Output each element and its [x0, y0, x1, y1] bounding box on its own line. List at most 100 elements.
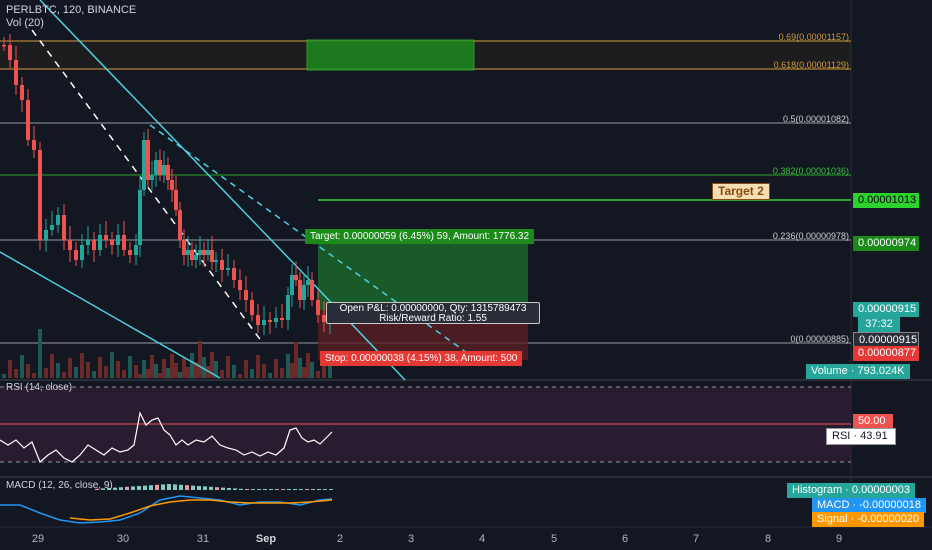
candle-body [232, 268, 236, 280]
candle-body [268, 320, 272, 322]
volume-bar [2, 374, 6, 378]
rsi-indicator-label[interactable]: RSI (14, close) [6, 382, 73, 393]
macd-indicator-label[interactable]: MACD (12, 26, close, 9) [6, 480, 113, 491]
macd-histogram-bar [161, 484, 165, 490]
candle-body [44, 230, 48, 240]
signal-line[interactable] [69, 499, 333, 521]
time-tick-9: 9 [835, 533, 843, 545]
macd-histogram-bar [155, 484, 159, 490]
fib-label-0618: 0.618(0.00001129) [773, 60, 849, 70]
candle-body [274, 318, 278, 322]
symbol-title[interactable]: PERLBTC, 120, BINANCE [6, 4, 137, 16]
bar-countdown: 37:32 [858, 317, 900, 332]
price-tag-target2: 0.00001013 [853, 193, 919, 208]
time-tick-6: 6 [621, 533, 629, 545]
candle-body [98, 235, 102, 250]
volume-bar [138, 374, 142, 378]
candle-body [226, 268, 230, 270]
macd-histogram-bar [209, 486, 213, 490]
stop-info-label[interactable]: Stop: 0.00000038 (4.15%) 38, Amount: 500 [320, 351, 523, 366]
trendline-dashed-white[interactable] [31, 29, 263, 343]
rsi-level-tag: 50.00 [853, 414, 893, 429]
volume-indicator-label[interactable]: Vol (20) [6, 17, 44, 29]
macd-value-tag: MACD · -0.00000018 [812, 498, 926, 513]
volume-bar [286, 354, 290, 378]
histogram-value: 0.00000003 [851, 484, 911, 496]
candle-body [206, 250, 210, 255]
candle-body [50, 225, 54, 230]
signal-value-tag: Signal · -0.00000020 [812, 512, 925, 527]
macd-histogram-bar [101, 488, 105, 490]
candle-body [138, 190, 142, 245]
volume-bar [220, 370, 224, 378]
macd-histogram-bar [203, 486, 207, 490]
volume-bar [122, 370, 126, 378]
volume-bar [322, 357, 326, 378]
macd-line[interactable] [0, 495, 333, 524]
target-info-label[interactable]: Target: 0.00000059 (6.45%) 59, Amount: 1… [305, 229, 535, 244]
candle-body [26, 100, 30, 140]
volume-bar [20, 355, 24, 378]
candle-body [194, 255, 198, 260]
volume-bar [170, 354, 174, 378]
macd-histogram-bar [137, 486, 141, 490]
volume-bar [50, 354, 54, 378]
candle-body [146, 140, 150, 180]
candle-body [128, 250, 132, 255]
volume-bar [174, 363, 178, 378]
candle-body [294, 275, 298, 280]
macd-histogram-bar [281, 489, 285, 490]
macd-histogram-bar [215, 487, 219, 490]
time-tick-29: 29 [31, 533, 45, 545]
fib-label-0382: 0.382(0.00001036) [772, 166, 849, 176]
candle-body [286, 295, 290, 320]
volume-bar [302, 367, 306, 378]
position-profit-zone[interactable] [318, 240, 528, 310]
trendline-upper[interactable] [39, 0, 303, 273]
candle-body [14, 60, 18, 85]
macd-histogram-bar [329, 489, 333, 490]
position-pnl-box[interactable]: Open P&L: 0.00000000, Qty: 1315789473 Ri… [326, 302, 540, 324]
macd-histogram-bar [317, 489, 321, 490]
candle-body [8, 45, 12, 60]
macd-value: -0.00000018 [859, 499, 921, 511]
candle-body [186, 250, 190, 255]
target-zone-rect[interactable] [306, 39, 475, 71]
volume-bar [134, 365, 138, 378]
trendline-lower[interactable] [0, 251, 221, 379]
candle-body [316, 300, 320, 315]
volume-bar [194, 362, 198, 378]
candle-body [62, 215, 66, 240]
candlesticks[interactable] [2, 34, 332, 335]
macd-label: MACD [817, 499, 850, 511]
volume-bar [116, 361, 120, 378]
candle-body [290, 275, 294, 295]
macd-histogram-bar [95, 488, 99, 490]
candle-body [158, 160, 162, 175]
volume-bar [232, 365, 236, 378]
rsi-tag-label: RSI [832, 430, 851, 442]
target2-label[interactable]: Target 2 [712, 183, 770, 200]
volume-bar [26, 364, 30, 378]
macd-histogram-bar [323, 489, 327, 490]
volume-bar [310, 362, 314, 378]
macd-histogram [95, 484, 333, 490]
candle-body [150, 175, 154, 180]
volume-bar [206, 366, 210, 378]
candle-body [154, 160, 158, 175]
rsi-value-tag: RSI · 43.91 [826, 428, 896, 445]
macd-histogram-bar [311, 489, 315, 490]
volume-bar [202, 357, 206, 378]
volume-bar [150, 355, 154, 378]
candle-body [32, 140, 36, 150]
candle-body [244, 290, 248, 300]
macd-histogram-bar [113, 487, 117, 490]
volume-bar [226, 356, 230, 378]
volume-bar [214, 361, 218, 378]
candle-body [110, 240, 114, 245]
rsi-line[interactable] [0, 411, 333, 464]
candle-body [74, 250, 78, 260]
candle-body [238, 280, 242, 290]
volume-bar [128, 356, 132, 378]
